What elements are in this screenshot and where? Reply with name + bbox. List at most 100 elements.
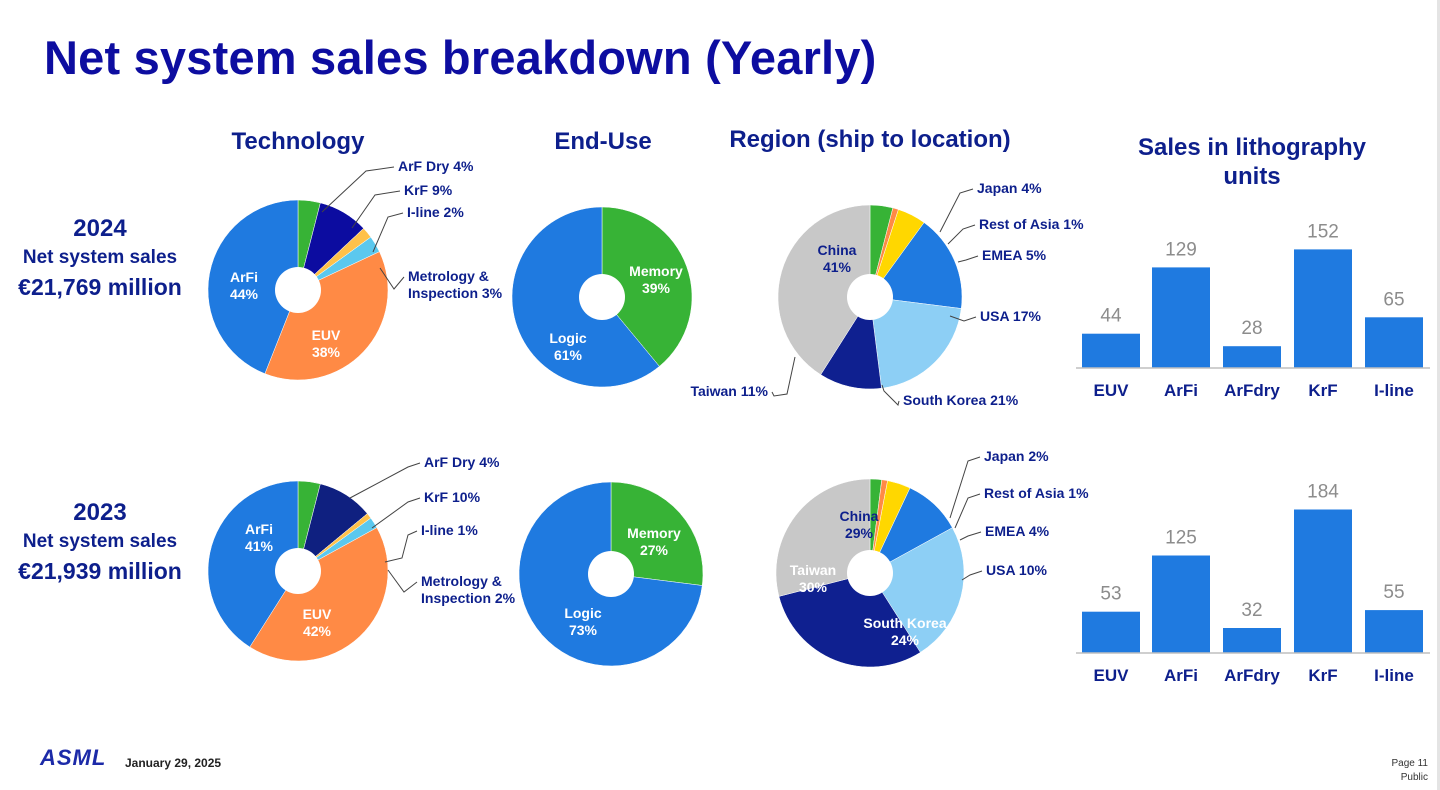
units2024-value-krf: 152 [1307,221,1339,242]
reg2023-callout-japan: Japan 2% [984,448,1049,464]
tech2023-callout-metrology: Metrology & [421,573,502,589]
end2024-center-hole [579,274,625,320]
units2023-bar-krf [1294,509,1352,653]
reg2023-label-taiwan: 30% [799,579,828,595]
end2024-label-logic: Logic [549,330,587,346]
reg2024-leader-usa [949,315,977,322]
reg2024-label-china: 41% [823,259,852,275]
page-title: Net system sales breakdown (Yearly) [44,31,877,84]
units2023-bar-arfi [1152,555,1210,653]
units2023-value-i-line: 55 [1383,582,1404,603]
end2024-label-memory: 39% [642,280,671,296]
tech2023-leader-arf-dry [349,462,421,499]
units2023-value-euv: 53 [1100,584,1121,605]
tech2024-label-euv: 38% [312,344,341,360]
reg2024-callout-rest-of-asia: Rest of Asia 1% [979,216,1084,232]
units2024-category-krf: KrF [1308,381,1337,400]
reg2023-leader-emea [959,531,982,541]
net-sales-label: Net system sales [22,531,178,552]
tech2024-callout-metrology: Metrology & [408,268,489,284]
tech2024-leader-krf [351,190,401,229]
units2023-category-krf: KrF [1308,666,1337,685]
reg2023-callout-rest-of-asia: Rest of Asia 1% [984,485,1089,501]
units2023-category-arfdry: ArFdry [1224,666,1280,685]
units2023-value-arfdry: 32 [1241,600,1262,621]
reg2024-leader-emea [957,255,979,263]
reg2024-label-china: China [818,242,857,258]
units2024-bar-arfi [1152,267,1210,368]
footer-date: January 29, 2025 [125,756,222,770]
units2023-category-i-line: I-line [1374,666,1414,685]
reg2024-callout-south-korea: South Korea 21% [903,392,1019,408]
classification-label: Public [1400,772,1428,783]
reg2023-label-taiwan: Taiwan [790,562,836,578]
tech2023-label-euv: EUV [303,606,332,622]
reg2024-leader-taiwan [771,356,796,397]
units2023-value-arfi: 125 [1165,528,1197,549]
end2024-label-memory: Memory [629,263,683,279]
reg2023-leader-rest-of-asia [954,493,981,529]
tech2024-label-arfi: ArFi [230,269,258,285]
units2024-value-arfi: 129 [1165,239,1197,260]
net-sales-label: Net system sales [22,247,178,268]
units2024-category-arfdry: ArFdry [1224,381,1280,400]
tech2023-callout-krf: KrF 10% [424,489,481,505]
reg2024-leader-south-korea [881,384,900,406]
tech2023-leader-metrology [387,569,418,593]
tech2023-leader-krf [371,497,421,529]
tech2023-label-euv: 42% [303,623,332,639]
tech2024-label-arfi: 44% [230,286,259,302]
tech2024-callout-metrology: Inspection 3% [408,285,503,301]
tech2023-callout-arf-dry: ArF Dry 4% [424,454,500,470]
units-header-line1: Sales in lithography [1137,134,1367,161]
reg2023-label-china: 29% [845,525,874,541]
year-label: 2024 [73,215,127,242]
tech2024-center-hole [275,267,321,313]
units2024-value-i-line: 65 [1383,289,1404,310]
tech2023-slice-arfi [207,480,299,648]
units2023-bar-i-line [1365,610,1423,653]
units2023-bar-euv [1082,611,1140,653]
units2024-bar-i-line [1365,317,1423,368]
technology-header: Technology [231,128,365,155]
end2023-label-memory: 27% [640,542,669,558]
units2024-bar-euv [1082,333,1140,368]
reg2024-slice-south-korea [869,296,962,389]
units2024-value-euv: 44 [1100,306,1122,327]
units2024-category-euv: EUV [1094,381,1130,400]
units2023-category-euv: EUV [1094,666,1130,685]
reg2023-label-china: China [840,508,879,524]
footer-page-info: Page 11 Public [1391,757,1428,785]
reg2023-slice-china [775,478,871,597]
reg2023-callout-emea: EMEA 4% [985,523,1050,539]
region-header: Region (ship to location) [729,126,1011,153]
end2023-label-logic: 73% [569,622,598,638]
reg2024-leader-japan [939,188,974,233]
reg2024-slice-usa [869,222,963,309]
reg2023-label-south-korea: 24% [891,632,920,648]
tech2023-label-arfi: 41% [245,538,274,554]
reg2024-center-hole [847,274,893,320]
tech2023-leader-i-line [384,530,418,563]
end2023-center-hole [588,551,634,597]
end2023-label-memory: Memory [627,525,681,541]
tech2024-callout-i-line: I-line 2% [407,204,464,220]
year-block-2023: 2023 Net system sales €21,939 million [0,498,200,586]
units2023-value-krf: 184 [1307,482,1339,503]
end-use-header: End-Use [554,128,652,155]
reg2023-label-south-korea: South Korea [863,615,946,631]
reg2024-leader-rest-of-asia [947,224,976,245]
reg2023-slice-taiwan [778,572,921,668]
tech2023-slice-euv [249,527,389,662]
reg2023-callout-usa: USA 10% [986,562,1048,578]
reg2024-callout-emea: EMEA 5% [982,247,1047,263]
slide-edge [1437,0,1440,790]
units2024-category-arfi: ArFi [1164,381,1198,400]
tech2024-callout-arf-dry: ArF Dry 4% [398,158,474,174]
asml-logo: ASML [40,745,107,770]
tech2024-leader-arf-dry [321,166,395,213]
end2024-label-logic: 61% [554,347,583,363]
tech2024-callout-krf: KrF 9% [404,182,453,198]
reg2024-slice-china [777,204,871,376]
